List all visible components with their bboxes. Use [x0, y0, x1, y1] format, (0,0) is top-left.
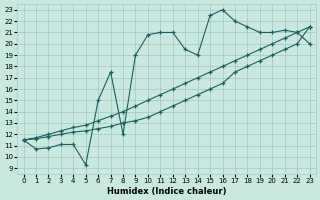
- X-axis label: Humidex (Indice chaleur): Humidex (Indice chaleur): [107, 187, 226, 196]
